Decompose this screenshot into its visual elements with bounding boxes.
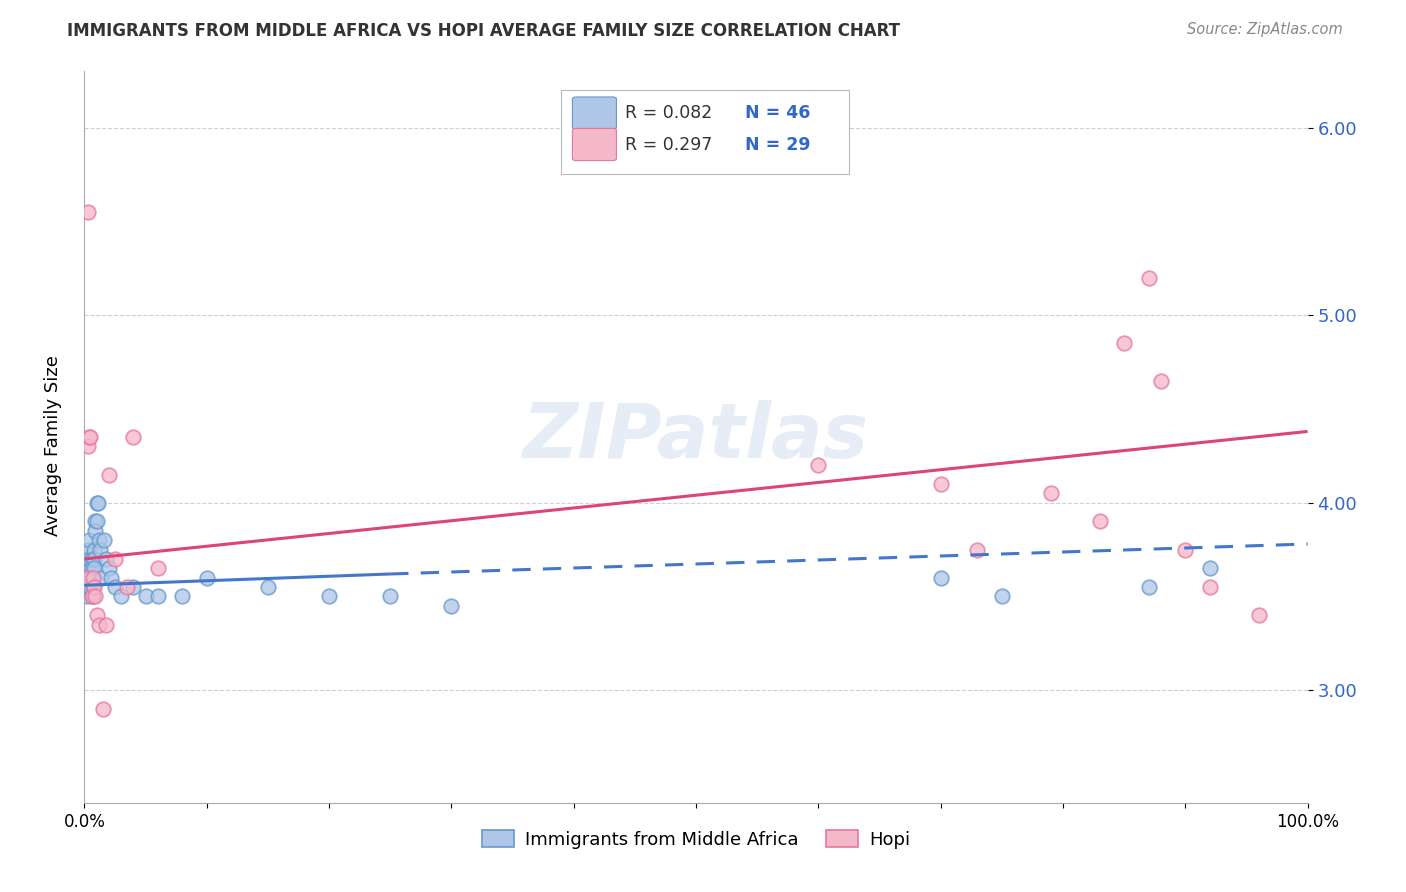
FancyBboxPatch shape: [572, 128, 616, 161]
Point: [83, 561, 105, 575]
Point: [83, 552, 105, 566]
Point: [77, 533, 100, 548]
Point: [86, 515, 108, 529]
Text: R = 0.082: R = 0.082: [626, 104, 713, 122]
Text: N = 46: N = 46: [745, 104, 810, 122]
Point: [1174, 542, 1197, 557]
FancyBboxPatch shape: [561, 90, 849, 174]
Point: [929, 571, 952, 585]
FancyBboxPatch shape: [572, 97, 616, 129]
Point: [82, 580, 104, 594]
Point: [84, 590, 107, 604]
Point: [146, 590, 169, 604]
Text: Average Family Size: Average Family Size: [45, 356, 62, 536]
Point: [76, 590, 98, 604]
Point: [929, 477, 952, 491]
Point: [1088, 515, 1111, 529]
Point: [80, 561, 103, 575]
Point: [80, 552, 103, 566]
Point: [87, 533, 110, 548]
Point: [97, 561, 120, 575]
Point: [195, 571, 218, 585]
Point: [1039, 486, 1062, 500]
Point: [77, 580, 100, 594]
Point: [89, 542, 111, 557]
Point: [122, 430, 145, 444]
Point: [86, 608, 108, 623]
Point: [172, 590, 194, 604]
Point: [1247, 608, 1270, 623]
Point: [97, 467, 120, 482]
Point: [76, 571, 98, 585]
Point: [807, 458, 830, 473]
Point: [76, 571, 98, 585]
Point: [318, 590, 340, 604]
Point: [146, 561, 169, 575]
Point: [82, 590, 104, 604]
Legend: Immigrants from Middle Africa, Hopi: Immigrants from Middle Africa, Hopi: [475, 822, 917, 856]
Point: [257, 580, 280, 594]
Point: [100, 571, 122, 585]
Point: [135, 590, 157, 604]
Text: R = 0.297: R = 0.297: [626, 136, 713, 153]
Point: [84, 515, 107, 529]
Point: [1137, 270, 1160, 285]
Point: [77, 561, 100, 575]
Point: [79, 571, 101, 585]
Point: [110, 590, 132, 604]
Point: [96, 552, 118, 566]
Point: [86, 496, 108, 510]
Point: [80, 590, 103, 604]
Point: [1198, 561, 1220, 575]
Point: [96, 617, 118, 632]
Point: [966, 542, 988, 557]
Text: ZIPatlas: ZIPatlas: [523, 401, 869, 474]
Point: [77, 542, 100, 557]
Text: N = 29: N = 29: [745, 136, 810, 153]
Point: [93, 533, 115, 548]
Point: [79, 430, 101, 444]
Point: [77, 205, 100, 219]
Point: [82, 571, 104, 585]
Point: [1137, 580, 1160, 594]
Point: [104, 580, 127, 594]
Point: [90, 571, 112, 585]
Text: IMMIGRANTS FROM MIDDLE AFRICA VS HOPI AVERAGE FAMILY SIZE CORRELATION CHART: IMMIGRANTS FROM MIDDLE AFRICA VS HOPI AV…: [67, 22, 900, 40]
Point: [115, 580, 138, 594]
Point: [82, 571, 104, 585]
Point: [77, 552, 100, 566]
Point: [87, 617, 110, 632]
Point: [80, 590, 103, 604]
Point: [440, 599, 463, 613]
Point: [91, 702, 114, 716]
Point: [104, 552, 127, 566]
Point: [77, 430, 100, 444]
Point: [87, 496, 110, 510]
Point: [75, 580, 97, 594]
Point: [83, 542, 105, 557]
Point: [77, 440, 100, 454]
Point: [1114, 336, 1136, 351]
Point: [1198, 580, 1220, 594]
Point: [83, 580, 105, 594]
Point: [991, 590, 1014, 604]
Point: [84, 524, 107, 538]
Text: Source: ZipAtlas.com: Source: ZipAtlas.com: [1187, 22, 1343, 37]
Point: [122, 580, 145, 594]
Point: [1150, 374, 1173, 388]
Point: [79, 580, 101, 594]
Point: [380, 590, 402, 604]
